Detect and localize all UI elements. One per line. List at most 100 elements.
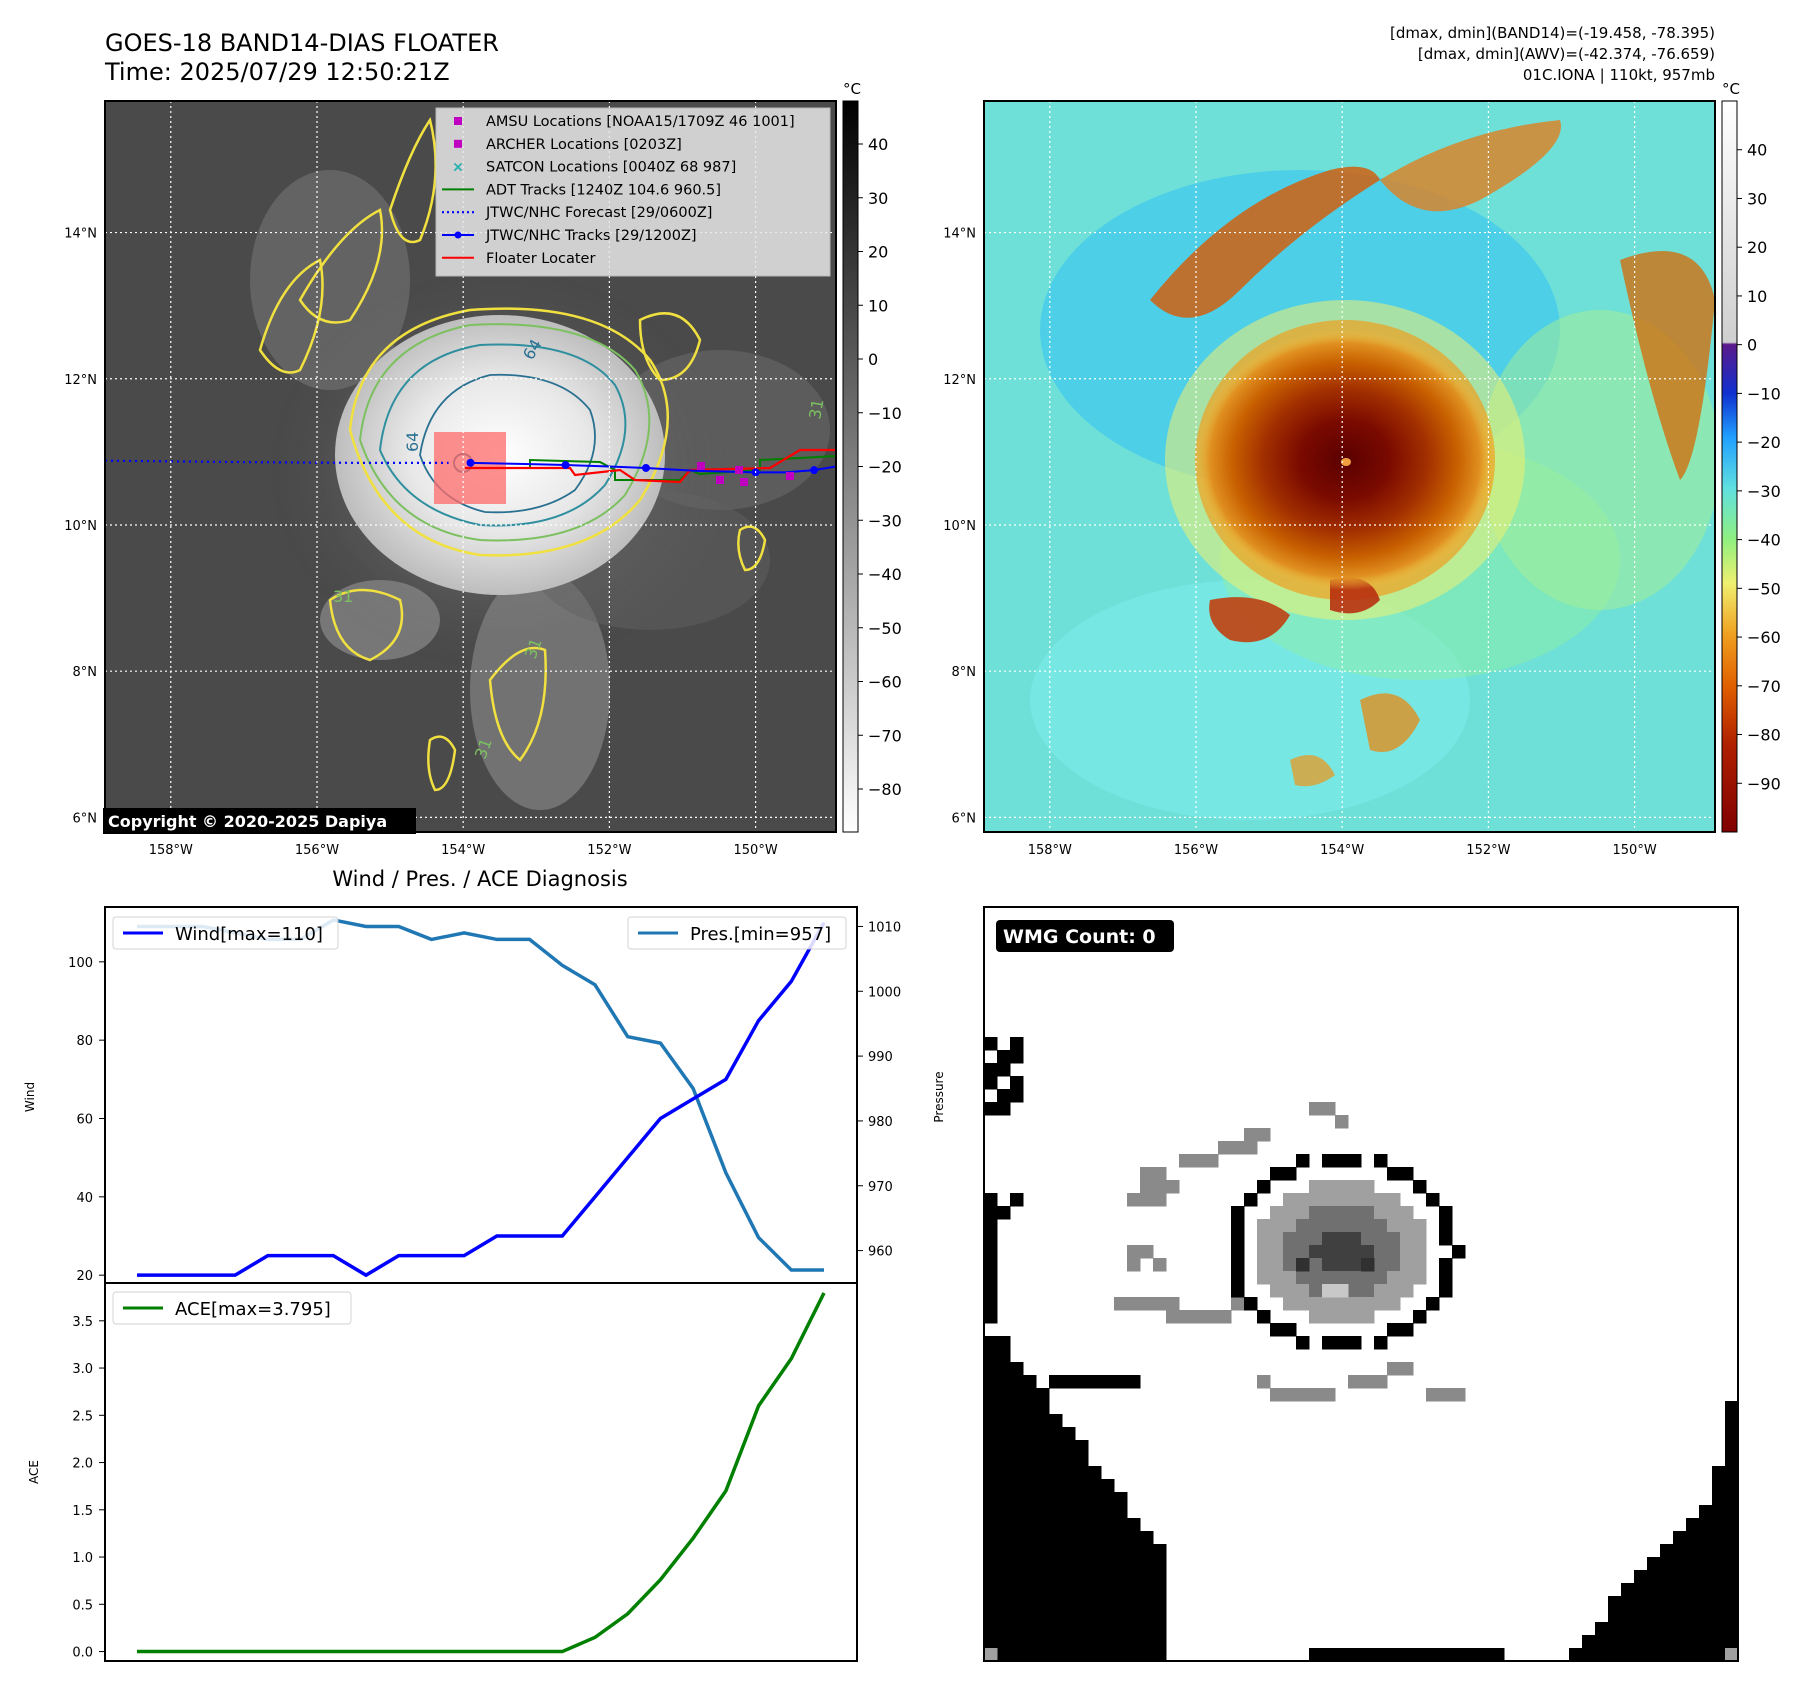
wmg-cell-gray <box>1452 1388 1466 1402</box>
wmg-cell-black <box>1010 1518 1024 1532</box>
wmg-cell-core <box>1374 1284 1388 1298</box>
wmg-cell-black <box>1036 1388 1050 1402</box>
colorbar-tick-label: −20 <box>1747 433 1781 452</box>
wmg-cell-core <box>1374 1206 1388 1220</box>
colorbar-tick-label: −70 <box>1747 677 1781 696</box>
wmg-cell-black <box>1725 1622 1738 1636</box>
colorbar-tick-label: −30 <box>1747 482 1781 501</box>
wmg-cell-black <box>984 1544 998 1558</box>
colorbar-tick-label: −60 <box>1747 628 1781 647</box>
wmg-cell-black <box>1049 1648 1063 1661</box>
wmg-cell-black <box>1621 1609 1635 1623</box>
wmg-cell-black <box>1712 1518 1726 1532</box>
pressure-tick-label: 1000 <box>868 985 901 1000</box>
wmg-cell-core <box>1361 1310 1375 1324</box>
colorbar-tick-label: −70 <box>868 726 902 745</box>
wmg-cell-black <box>1608 1635 1622 1649</box>
wmg-cell-gray <box>1153 1193 1167 1207</box>
wmg-cell-black <box>1114 1570 1128 1584</box>
wmg-cell-black <box>1608 1609 1622 1623</box>
wmg-cell-black <box>1244 1193 1258 1207</box>
wmg-cell-black <box>984 1453 998 1467</box>
jtwc-track-point <box>561 461 570 470</box>
lat-tick-label: 14°N <box>943 227 976 242</box>
wmg-cell-core <box>1335 1284 1349 1298</box>
wmg-cell-black <box>1595 1622 1609 1636</box>
wmg-cell-black <box>984 1245 998 1259</box>
wmg-cell-gray <box>1283 1388 1297 1402</box>
wmg-pixel-grid <box>984 1037 1738 1661</box>
lon-tick-label: 158°W <box>149 843 193 858</box>
wmg-cell-black <box>1673 1648 1687 1661</box>
wmg-cell-black <box>1010 1596 1024 1610</box>
wmg-cell-black <box>1127 1375 1141 1389</box>
colorbar-tick-label: 30 <box>868 189 888 208</box>
wmg-cell-core <box>1257 1245 1271 1259</box>
wmg-cell-black <box>1023 1492 1037 1506</box>
wmg-cell-black <box>1673 1596 1687 1610</box>
wmg-cell-black <box>1725 1518 1738 1532</box>
wmg-cell-black <box>984 1557 998 1571</box>
wmg-cell-black <box>1088 1544 1102 1558</box>
wmg-cell-black <box>1036 1427 1050 1441</box>
wmg-cell-core <box>1257 1232 1271 1246</box>
wmg-cell-black <box>1062 1375 1076 1389</box>
wmg-cell-gray <box>1257 1128 1271 1142</box>
wmg-cell-core <box>1309 1219 1323 1233</box>
wmg-cell-black <box>984 1037 998 1051</box>
legend-marker <box>454 117 462 125</box>
wmg-cell-black <box>984 1102 998 1116</box>
wmg-cell-black <box>1426 1297 1440 1311</box>
pressure-legend: Pres.[min=957] <box>627 916 847 950</box>
wmg-frame <box>983 906 1739 1662</box>
wmg-cell-gray <box>1153 1167 1167 1181</box>
lon-tick-label: 152°W <box>1466 843 1510 858</box>
wmg-cell-black <box>1673 1609 1687 1623</box>
wmg-cell-black <box>1010 1414 1024 1428</box>
wmg-cell-core <box>1322 1232 1336 1246</box>
wmg-cell-black <box>1140 1648 1154 1661</box>
wmg-cell-core <box>1361 1258 1375 1272</box>
wmg-cell-black <box>1686 1518 1700 1532</box>
wmg-cell-gray <box>1374 1375 1388 1389</box>
wmg-cell-black <box>1036 1635 1050 1649</box>
wmg-cell-core <box>1400 1206 1414 1220</box>
wmg-cell-core <box>1283 1284 1297 1298</box>
wmg-cell-black <box>1699 1596 1713 1610</box>
wmg-cell-core <box>1283 1297 1297 1311</box>
wmg-cell-black <box>1049 1505 1063 1519</box>
wmg-cell-black <box>997 1440 1011 1454</box>
wmg-cell-black <box>1010 1570 1024 1584</box>
wmg-cell-black <box>1049 1414 1063 1428</box>
wmg-cell-gray <box>1361 1375 1375 1389</box>
wmg-cell-gray <box>1257 1375 1271 1389</box>
wmg-cell-black <box>997 1453 1011 1467</box>
wmg-cell-black <box>1231 1245 1245 1259</box>
wmg-cell-black <box>1127 1544 1141 1558</box>
wmg-cell-black <box>1023 1635 1037 1649</box>
wmg-cell-black <box>1725 1583 1738 1597</box>
wmg-cell-core <box>1296 1284 1310 1298</box>
wmg-cell-black <box>984 1284 998 1298</box>
wmg-cell-black <box>1621 1635 1635 1649</box>
legend-entry: ADT Tracks [1240Z 104.6 960.5] <box>442 182 721 198</box>
legend-marker: × <box>452 160 464 176</box>
wmg-cell-black <box>1127 1609 1141 1623</box>
legend-label: SATCON Locations [0040Z 68 987] <box>486 160 736 176</box>
lon-tick-label: 156°W <box>295 843 339 858</box>
lon-tick-label: 150°W <box>1613 843 1657 858</box>
wmg-cell-black <box>1127 1622 1141 1636</box>
wmg-cell-core <box>1348 1180 1362 1194</box>
wmg-cell-black <box>1088 1531 1102 1545</box>
wmg-cell-black <box>1023 1453 1037 1467</box>
wmg-cell-black <box>1062 1570 1076 1584</box>
wmg-cell-black <box>984 1362 998 1376</box>
wmg-cell-black <box>1049 1440 1063 1454</box>
lon-tick-label: 150°W <box>734 843 778 858</box>
wmg-cell-core <box>1296 1245 1310 1259</box>
wmg-cell-black <box>1127 1635 1141 1649</box>
wmg-cell-black <box>984 1076 998 1090</box>
wmg-cell-black <box>1114 1596 1128 1610</box>
wmg-cell-black <box>1686 1635 1700 1649</box>
wmg-cell-gray <box>1322 1102 1336 1116</box>
